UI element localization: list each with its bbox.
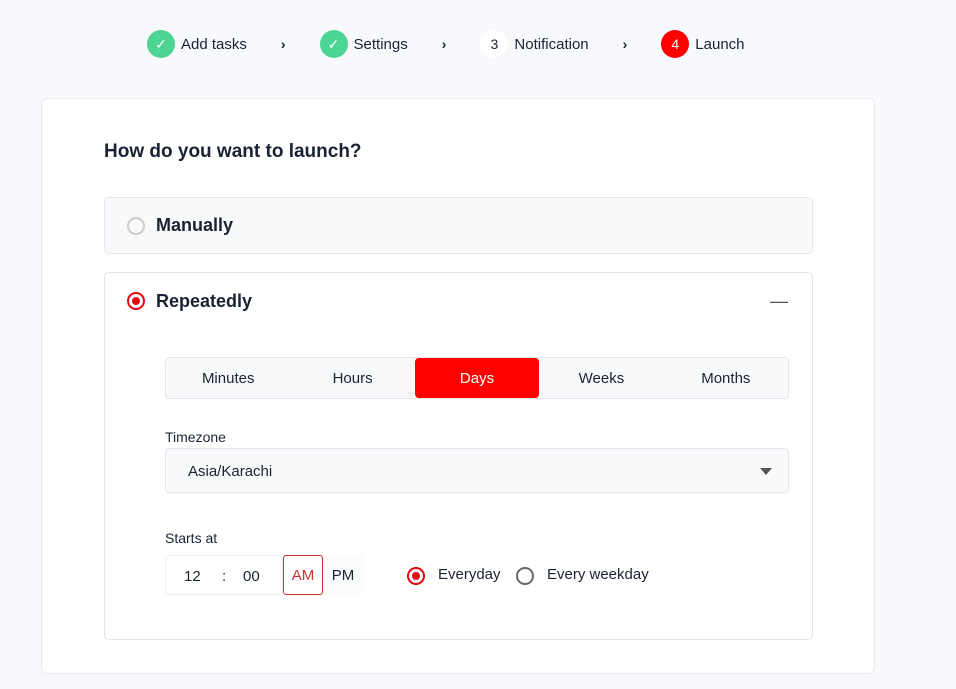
radio-every-weekday[interactable] xyxy=(516,567,534,585)
pm-button[interactable]: PM xyxy=(323,555,363,595)
option-repeatedly[interactable]: Repeatedly — Minutes Hours Days Weeks Mo… xyxy=(104,272,813,640)
tab-days[interactable]: Days xyxy=(414,358,540,398)
collapse-icon[interactable]: — xyxy=(770,291,788,311)
time-separator: : xyxy=(222,568,227,585)
check-icon: ✓ xyxy=(147,30,175,58)
chevron-right-icon: › xyxy=(622,36,628,52)
step-label: Launch xyxy=(695,35,745,53)
step-notification[interactable]: 3 Notification xyxy=(480,30,589,58)
step-launch[interactable]: 4 Launch xyxy=(661,30,745,58)
check-icon: ✓ xyxy=(319,30,348,58)
interval-tabs: Minutes Hours Days Weeks Months xyxy=(165,357,789,399)
launch-card: How do you want to launch? Manually Repe… xyxy=(41,98,875,674)
step-label: Settings xyxy=(353,35,408,53)
starts-at-label: Starts at xyxy=(165,530,218,546)
chevron-right-icon: › xyxy=(441,36,447,52)
step-number: 3 xyxy=(480,30,509,58)
minute-input[interactable]: 00 xyxy=(243,568,260,585)
option-label: Repeatedly xyxy=(156,291,253,311)
hour-input[interactable]: 12 xyxy=(184,568,201,585)
tab-minutes[interactable]: Minutes xyxy=(201,369,255,387)
stepper: ✓ Add tasks › ✓ Settings › 3 Notification ›… xyxy=(147,29,745,59)
everyday-label: Everyday xyxy=(438,566,501,583)
step-label: Notification xyxy=(514,35,589,53)
step-add-tasks[interactable]: ✓ Add tasks xyxy=(147,30,247,58)
step-label: Add tasks xyxy=(181,35,247,53)
tab-months[interactable]: Months xyxy=(701,369,751,387)
time-input: 12 : 00 xyxy=(165,555,283,595)
radio-repeatedly[interactable] xyxy=(127,292,145,310)
option-manually[interactable]: Manually xyxy=(104,197,813,254)
option-label: Manually xyxy=(156,215,234,235)
caret-down-icon xyxy=(760,468,772,475)
timezone-label: Timezone xyxy=(165,429,226,445)
step-settings[interactable]: ✓ Settings xyxy=(319,30,408,58)
page-title: How do you want to launch? xyxy=(104,141,362,162)
step-number: 4 xyxy=(661,30,690,58)
every-weekday-label: Every weekday xyxy=(547,566,649,583)
chevron-right-icon: › xyxy=(280,36,286,52)
radio-everyday[interactable] xyxy=(407,567,425,585)
radio-manually[interactable] xyxy=(127,217,145,235)
timezone-select[interactable]: Asia/Karachi xyxy=(165,448,789,493)
am-button[interactable]: AM xyxy=(283,555,323,595)
tab-weeks[interactable]: Weeks xyxy=(578,369,625,387)
tab-hours[interactable]: Hours xyxy=(332,369,373,387)
timezone-value: Asia/Karachi xyxy=(188,463,273,480)
